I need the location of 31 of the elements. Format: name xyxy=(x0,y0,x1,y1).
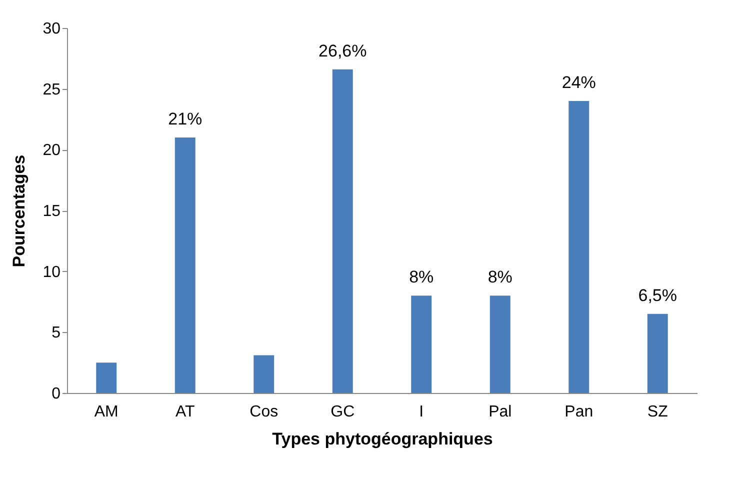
x-tick-label: SZ xyxy=(647,404,668,420)
data-label: 8% xyxy=(409,268,434,287)
x-tick-label: GC xyxy=(330,404,355,420)
data-label: 6,5% xyxy=(638,286,677,305)
data-label: 21% xyxy=(168,110,202,128)
bar xyxy=(490,296,510,393)
x-tick-label: Cos xyxy=(250,404,278,420)
x-tick-label: I xyxy=(419,404,424,420)
x-tick-label: Pal xyxy=(488,404,512,420)
y-tick-label: 15 xyxy=(42,203,61,220)
x-axis-title: Types phytogéographiques xyxy=(272,430,493,448)
bar xyxy=(254,355,274,393)
data-label: 8% xyxy=(488,268,512,287)
y-tick-label: 30 xyxy=(42,20,61,38)
y-tick-label: 20 xyxy=(42,142,61,160)
bar xyxy=(332,69,353,393)
bar xyxy=(96,362,117,393)
y-tick-label: 10 xyxy=(42,264,61,281)
x-tick-label: AT xyxy=(175,404,195,420)
data-label: 24% xyxy=(562,73,596,92)
y-tick-label: 25 xyxy=(42,81,61,98)
y-tick-label: 5 xyxy=(52,324,61,342)
y-axis-title: Pourcentages xyxy=(10,154,29,268)
data-label: 26,6% xyxy=(318,41,367,60)
x-tick-label: Pan xyxy=(564,404,594,420)
y-tick-label: 0 xyxy=(52,386,61,402)
bar xyxy=(647,314,668,393)
x-tick-label: AM xyxy=(94,404,118,420)
bar xyxy=(411,296,432,393)
bar xyxy=(568,101,590,393)
bar xyxy=(174,138,196,393)
